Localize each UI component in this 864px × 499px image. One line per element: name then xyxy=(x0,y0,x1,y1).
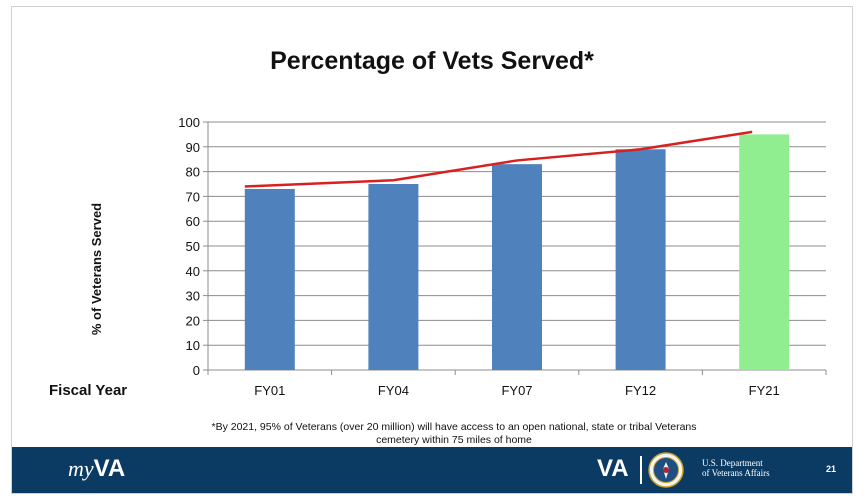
x-tick-label: FY12 xyxy=(625,383,656,398)
myva-logo-va: VA xyxy=(93,455,126,482)
y-tick-label: 50 xyxy=(186,239,200,254)
department-line-2: of Veterans Affairs xyxy=(702,468,770,478)
y-tick-label: 90 xyxy=(186,140,200,155)
myva-logo-my: my xyxy=(68,456,94,481)
va-seal-icon xyxy=(648,452,684,488)
y-tick-label: 100 xyxy=(178,115,200,130)
y-axis-title: % of Veterans Served xyxy=(89,203,104,335)
bar-chart: 0 10 20 30 40 50 60 70 80 90 100 FY01 FY04 FY07 FY12 FY… xyxy=(49,115,827,399)
y-tick-label: 60 xyxy=(186,214,200,229)
footnote-line-1: *By 2021, 95% of Veterans (over 20 milli… xyxy=(211,421,697,433)
bar-fy21 xyxy=(739,134,790,370)
y-tick-label: 0 xyxy=(193,363,200,378)
x-tick-label: FY21 xyxy=(749,383,780,398)
myva-logo: myVA xyxy=(68,455,125,483)
y-tick-label: 70 xyxy=(186,189,200,204)
footer-bar: myVA VA U.S. Department of Veterans Affa… xyxy=(12,447,852,493)
x-tick-label: FY01 xyxy=(254,383,285,398)
bar-fy12 xyxy=(615,149,666,370)
x-tick-label: FY07 xyxy=(501,383,532,398)
x-axis-title: Fiscal Year xyxy=(49,382,127,399)
y-tick-label: 80 xyxy=(186,165,200,180)
y-tick-label: 20 xyxy=(186,313,200,328)
slide: Percentage of Vets Served* 0 10 20 30 40 50 60… xyxy=(11,6,853,494)
bar-fy01 xyxy=(244,188,295,370)
slide-title: Percentage of Vets Served* xyxy=(270,47,594,75)
y-tick-label: 10 xyxy=(186,338,200,353)
page-number: 21 xyxy=(826,464,837,474)
logo-divider xyxy=(640,456,642,484)
x-tick-label: FY04 xyxy=(378,383,409,398)
bar-fy04 xyxy=(368,184,419,370)
department-name: U.S. Department of Veterans Affairs xyxy=(702,458,770,478)
trend-line xyxy=(244,130,753,188)
footnote: *By 2021, 95% of Veterans (over 20 milli… xyxy=(74,421,834,447)
footnote-line-2: cemetery within 75 miles of home xyxy=(376,434,532,446)
bar-fy07 xyxy=(492,164,542,370)
y-tick-label: 30 xyxy=(186,289,200,304)
y-tick-label: 40 xyxy=(186,264,200,279)
department-line-1: U.S. Department xyxy=(702,458,763,468)
va-wordmark: VA xyxy=(597,455,629,482)
